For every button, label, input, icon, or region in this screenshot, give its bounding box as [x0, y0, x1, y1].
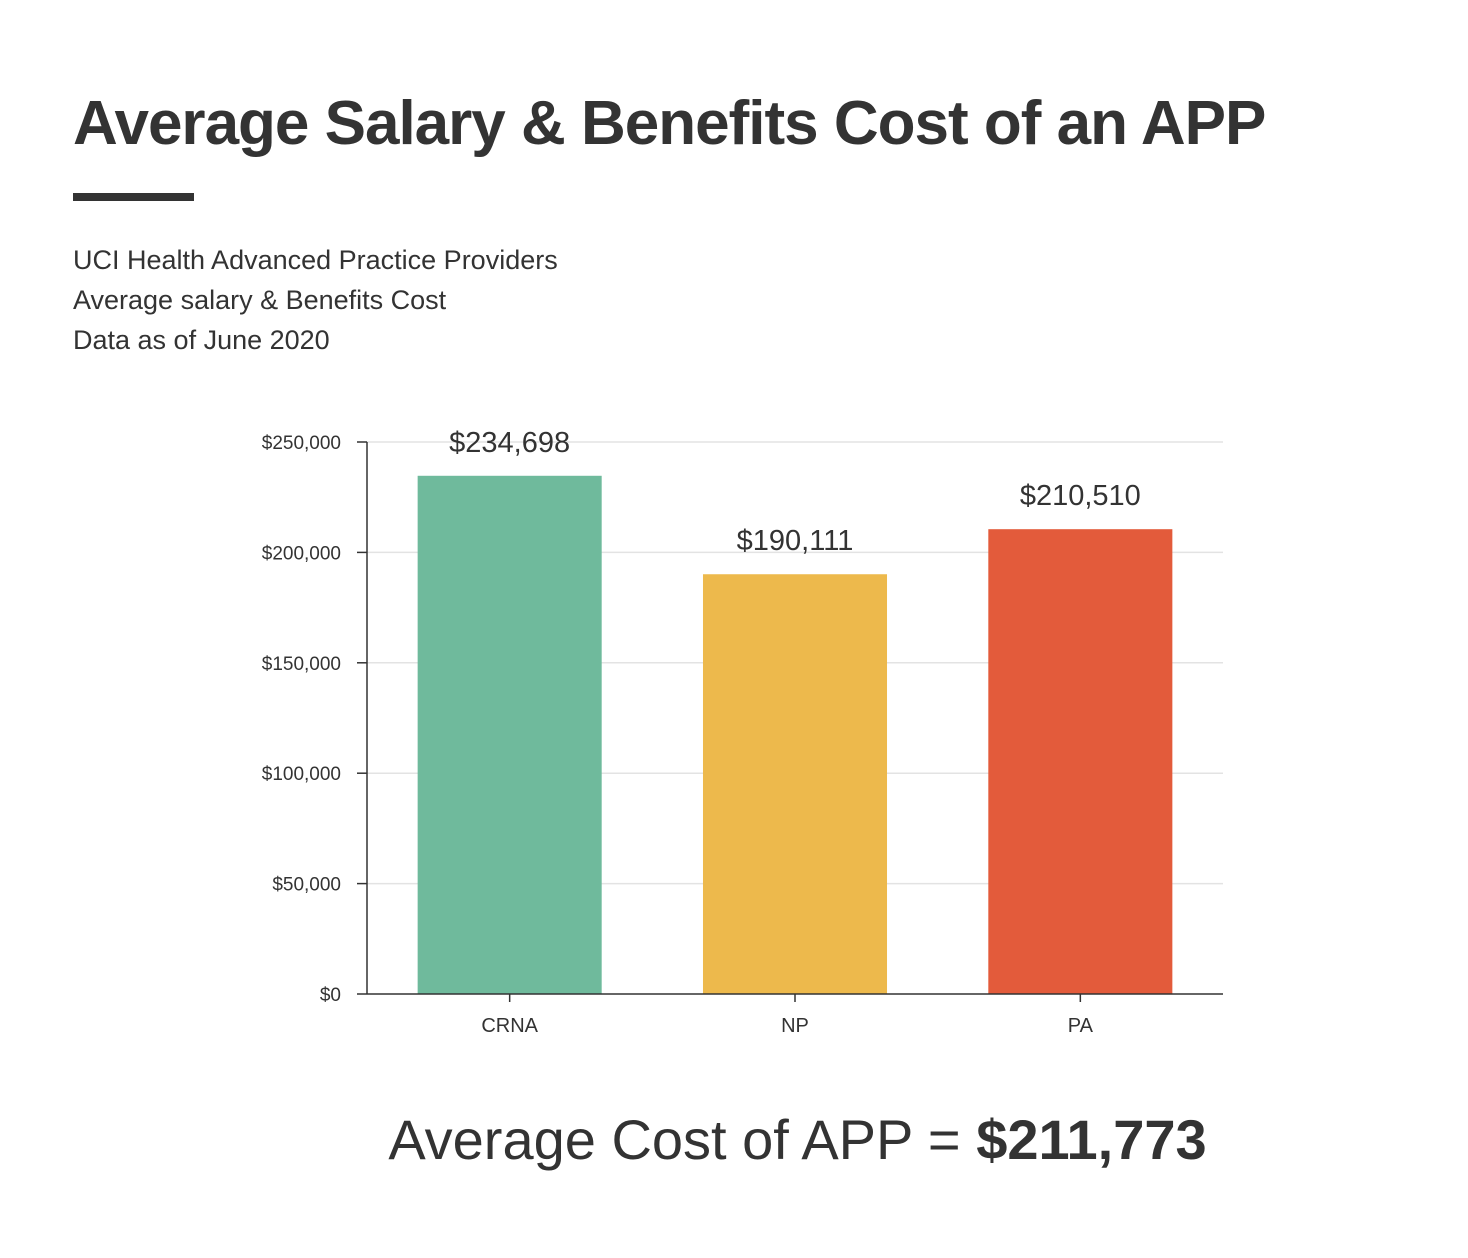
y-tick-label: $0: [320, 985, 341, 1006]
bar-chart: $0 $50,000 $100,000 $150,000 $200,000 $250,00…: [262, 427, 1223, 1037]
data-label: $190,111: [737, 525, 854, 557]
subtitle-line-3: Data as of June 2020: [73, 325, 330, 355]
subtitle-line-2: Average salary & Benefits Cost: [73, 285, 447, 315]
x-category-label: NP: [781, 1015, 809, 1037]
bars: [417, 475, 1173, 994]
bar-np: [702, 574, 888, 994]
y-tick-label: $250,000: [262, 433, 341, 454]
x-category-label: PA: [1068, 1015, 1094, 1037]
chart-subtitle: UCI Health Advanced Practice Providers A…: [73, 240, 558, 360]
data-label: $210,510: [1020, 480, 1141, 512]
axes: [357, 441, 1223, 1002]
x-category-label: CRNA: [481, 1015, 538, 1037]
chart-title: Average Salary & Benefits Cost of an APP: [73, 89, 1266, 158]
subtitle-line-1: UCI Health Advanced Practice Providers: [73, 245, 558, 275]
average-cost-value: $211,773: [976, 1108, 1207, 1171]
y-tick-label: $100,000: [262, 764, 341, 785]
labels: $0 $50,000 $100,000 $150,000 $200,000 $250,00…: [262, 427, 1141, 1037]
data-label: $234,698: [449, 427, 570, 459]
bar-crna: [417, 475, 602, 994]
bar-pa: [988, 529, 1173, 994]
y-tick-label: $150,000: [262, 654, 341, 675]
average-cost-label: Average Cost of APP =: [388, 1108, 961, 1171]
title-underline: [73, 193, 194, 201]
average-cost-summary: Average Cost of APP = $211,773: [0, 1105, 1468, 1175]
y-tick-label: $200,000: [262, 543, 341, 564]
y-tick-label: $50,000: [272, 875, 341, 896]
